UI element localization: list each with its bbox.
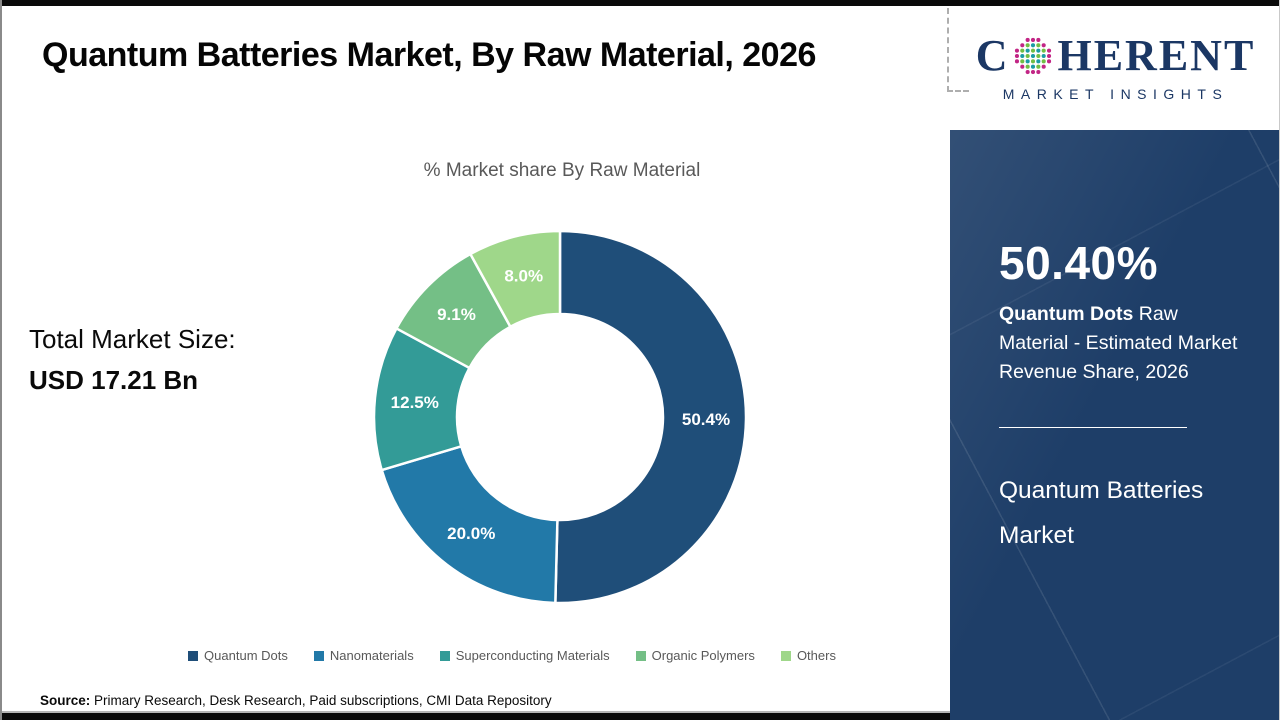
brand-logo-wordmark: C HERENT xyxy=(976,34,1256,78)
brand-logo-tagline: MARKET INSIGHTS xyxy=(1002,86,1229,102)
side-panel: 50.40% Quantum Dots Raw Material - Estim… xyxy=(950,130,1279,720)
legend-swatch-icon xyxy=(439,650,450,661)
chart-subtitle: % Market share By Raw Material xyxy=(423,160,701,181)
globe-dot xyxy=(1047,53,1052,59)
globe-dot xyxy=(1036,48,1041,53)
donut-segment-4 xyxy=(469,229,562,328)
bottom-gray-line xyxy=(2,711,1279,713)
globe-dot xyxy=(1031,59,1036,64)
product-name: Quantum Batteries Market xyxy=(999,477,1204,549)
globe-dot xyxy=(1036,59,1041,64)
globe-dot xyxy=(1026,59,1031,64)
globe-dot xyxy=(1042,64,1047,69)
globe-dot xyxy=(1031,37,1036,43)
main-title: Quantum Batteries Market, By Raw Materia… xyxy=(42,36,816,74)
top-black-bar xyxy=(2,0,1279,6)
logo-letter-c: C xyxy=(975,31,1010,80)
donut-segment-0 xyxy=(554,229,748,605)
globe-dot xyxy=(1026,69,1031,75)
globe-dot xyxy=(1031,48,1036,53)
globe-dot xyxy=(1020,53,1025,59)
source-text: Primary Research, Desk Research, Paid su… xyxy=(90,693,552,708)
globe-dot xyxy=(1015,59,1020,64)
donut-segment-1 xyxy=(380,445,559,605)
globe-dot xyxy=(1031,53,1036,59)
slice-label-0: 50.4% xyxy=(682,410,730,429)
legend-label: Superconducting Materials xyxy=(455,648,610,663)
slice-label-3: 9.1% xyxy=(437,305,476,324)
legend-swatch-icon xyxy=(635,650,646,661)
legend-item-2: Superconducting Materials xyxy=(439,648,610,663)
slice-label-2: 12.5% xyxy=(391,393,439,412)
stat-rest: Raw Material - Estimated Market Revenue … xyxy=(999,303,1238,383)
source-label: Source: xyxy=(40,693,91,708)
globe-dot xyxy=(1031,43,1036,48)
legend-label: Quantum Dots xyxy=(204,648,288,663)
legend-item-4: Others xyxy=(780,648,836,663)
coherent-globe-icon xyxy=(1015,37,1052,75)
globe-dot xyxy=(1036,37,1041,43)
legend-swatch-icon xyxy=(313,650,324,661)
globe-dot xyxy=(1042,59,1047,64)
bottom-black-bar xyxy=(2,713,1279,720)
legend-item-3: Organic Polymers xyxy=(635,648,755,663)
globe-dot xyxy=(1026,43,1031,48)
total-market-size-value: USD 17.21 Bn xyxy=(29,365,199,395)
total-market-size: Total Market Size: USD 17.21 Bn xyxy=(29,324,236,396)
globe-dot xyxy=(1031,69,1036,75)
chart-legend: Quantum Dots Nanomaterials Superconducting… xyxy=(102,648,922,663)
slice-label-4: 8.0% xyxy=(504,267,543,286)
donut-chart-svg: 50.4% 20.0% 12.5% 9.1% 8.0% xyxy=(372,229,748,605)
globe-dot xyxy=(1015,53,1020,59)
source-note: Source: Primary Research, Desk Research,… xyxy=(40,693,552,708)
globe-dot xyxy=(1026,37,1031,43)
legend-label: Nanomaterials xyxy=(329,648,414,663)
globe-dot xyxy=(1036,69,1041,75)
panel-divider xyxy=(999,427,1187,428)
globe-dot xyxy=(1047,48,1052,53)
globe-dot xyxy=(1047,59,1052,64)
logo-dashed-divider-vertical xyxy=(947,8,949,92)
globe-dot xyxy=(1020,59,1025,64)
globe-dot xyxy=(1020,43,1025,48)
globe-dot xyxy=(1042,53,1047,59)
globe-dot xyxy=(1031,64,1036,69)
legend-swatch-icon xyxy=(188,650,199,661)
globe-dot xyxy=(1036,64,1041,69)
legend-label: Organic Polymers xyxy=(651,648,755,663)
globe-dot xyxy=(1042,43,1047,48)
globe-dot xyxy=(1026,53,1031,59)
legend-item-0: Quantum Dots xyxy=(188,648,288,663)
total-market-size-label: Total Market Size: xyxy=(29,324,236,354)
globe-dot xyxy=(1036,53,1041,59)
globe-dot xyxy=(1036,43,1041,48)
globe-dot xyxy=(1020,64,1025,69)
globe-dot xyxy=(1015,48,1020,53)
globe-dot xyxy=(1020,48,1025,53)
globe-dot xyxy=(1042,48,1047,53)
stat-value: 50.40% xyxy=(999,237,1159,289)
slice-label-1: 20.0% xyxy=(447,524,495,543)
globe-dot xyxy=(1026,48,1031,53)
legend-swatch-icon xyxy=(780,650,791,661)
brand-logo: C HERENT MARKET INSIGHTS xyxy=(950,6,1279,130)
legend-label: Others xyxy=(796,648,836,663)
logo-dashed-divider-horizontal xyxy=(947,90,969,92)
globe-dot xyxy=(1026,64,1031,69)
donut-chart: 50.4% 20.0% 12.5% 9.1% 8.0% xyxy=(360,217,760,617)
logo-word-rest: HERENT xyxy=(1057,31,1256,80)
legend-item-1: Nanomaterials xyxy=(313,648,414,663)
stat-description: Quantum Dots Raw Material - Estimated Ma… xyxy=(999,300,1239,387)
stat-highlight: Quantum Dots xyxy=(999,303,1134,325)
